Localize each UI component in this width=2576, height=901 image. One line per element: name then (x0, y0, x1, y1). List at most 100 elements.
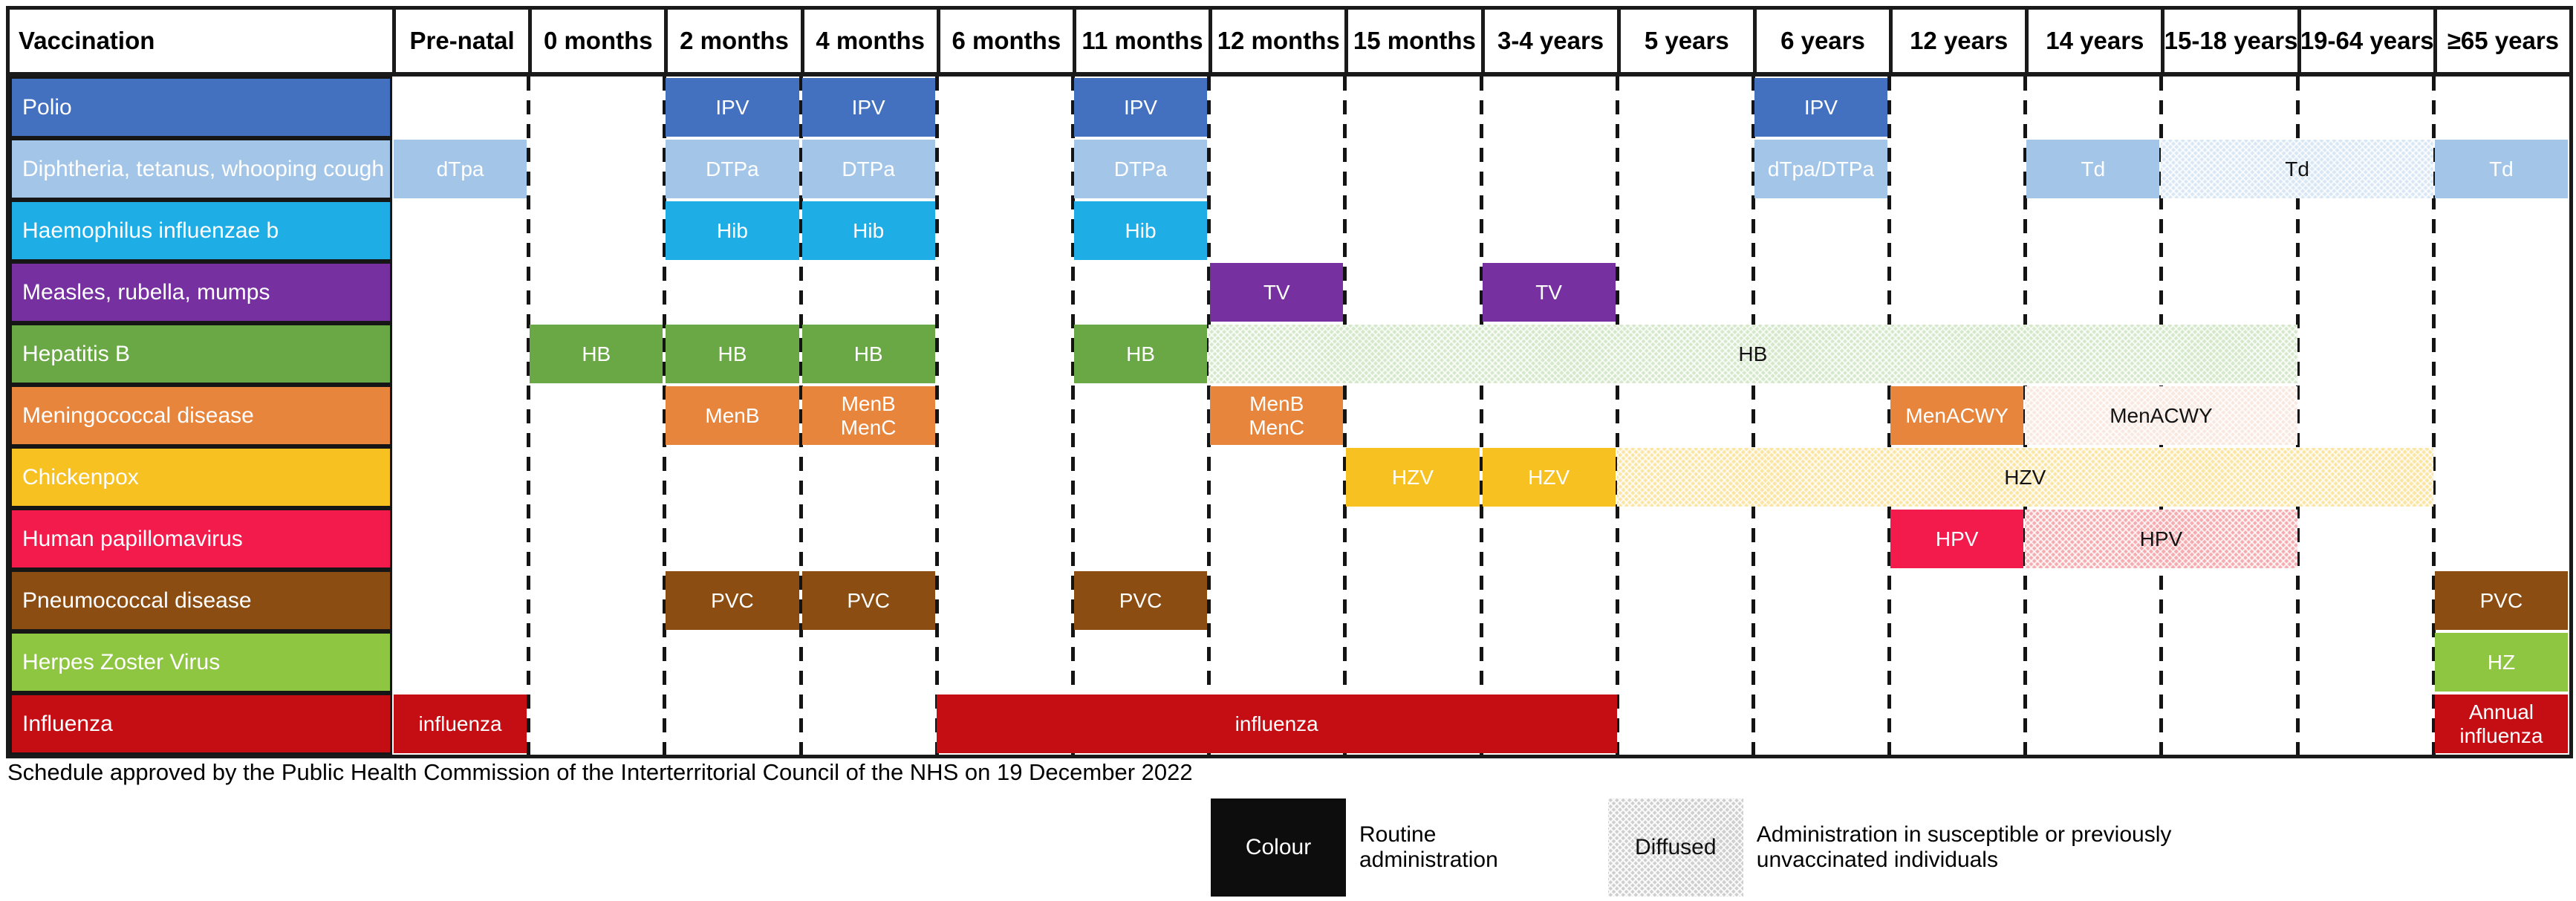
legend-routine-label: Routine administration (1359, 822, 1498, 872)
schedule-bar-dtpa-dtpa: dTpa/DTPa (1754, 140, 1888, 198)
dashed-gridline (1615, 77, 1619, 755)
schedule-bar-influenza: influenza (936, 695, 1617, 753)
schedule-bar-menacwy: MenACWY (1890, 386, 2024, 445)
column-header-11-months: 11 months (1072, 10, 1209, 72)
row-label: Polio (10, 77, 392, 138)
column-header-6-years: 6 years (1752, 10, 1889, 72)
column-header-pre-natal: Pre-natal (392, 10, 528, 72)
schedule-bar-dtpa: dTpa (394, 140, 527, 198)
dashed-gridline (1070, 77, 1075, 755)
column-header-6-months: 6 months (936, 10, 1073, 72)
schedule-row-chickenpox: Chickenpox HZV HZV HZV (10, 446, 2569, 508)
schedule-bar-pvc: PVC (1073, 571, 1208, 630)
schedule-bar-td: Td (2434, 140, 2568, 198)
schedule-bar-dtpa: DTPa (1073, 140, 1208, 198)
column-header-4-months: 4 months (800, 10, 937, 72)
dashed-gridline (663, 77, 667, 755)
column-header-0-months: 0 months (528, 10, 664, 72)
schedule-bar-influenza: influenza (394, 695, 527, 753)
schedule-bar-tv: TV (1482, 263, 1616, 322)
schedule-bar-menb-menc: MenB MenC (801, 386, 935, 445)
schedule-bar-pvc: PVC (801, 571, 935, 630)
approval-note: Schedule approved by the Public Health C… (7, 759, 1193, 785)
column-header-2-months: 2 months (664, 10, 800, 72)
row-label: Human papillomavirus (10, 508, 392, 570)
schedule-bar-hzv: HZV (1346, 448, 1480, 507)
schedule-bar-hpv: HPV (2025, 510, 2297, 568)
schedule-row-pneumococcal-disease: Pneumococcal disease PVC PVC PVC PVC (10, 570, 2569, 631)
schedule-bar-ipv: IPV (1754, 78, 1888, 137)
schedule-bar-ipv: IPV (666, 78, 799, 137)
schedule-bar-hzv: HZV (1482, 448, 1616, 507)
column-header-3-4-years: 3-4 years (1480, 10, 1617, 72)
dashed-gridline (2295, 77, 2300, 755)
column-header-15-18-years: 15-18 years (2161, 10, 2297, 72)
dashed-gridline (799, 77, 803, 755)
schedule-bar-hib: Hib (1073, 201, 1208, 260)
column-header-12-months: 12 months (1209, 10, 1344, 72)
column-header-12-years: 12 years (1889, 10, 2025, 72)
legend: Colour Routine administration Diffused A… (1211, 798, 2171, 897)
schedule-bar-hb: HB (1209, 325, 2297, 383)
schedule-bar-hzv: HZV (1616, 448, 2433, 507)
schedule-bar-menb: MenB (666, 386, 799, 445)
schedule-bar-hib: Hib (666, 201, 799, 260)
schedule-row-diphtheria-tetanus-whooping-cough: Diphtheria, tetanus, whooping cough dTpa D… (10, 138, 2569, 200)
dashed-gridline (934, 77, 939, 755)
schedule-bar-ipv: IPV (1073, 78, 1208, 137)
schedule-bar-td: Td (2026, 140, 2160, 198)
schedule-row-polio: Polio IPV IPV IPV IPV (10, 77, 2569, 138)
schedule-row-haemophilus-influenzae-b: Haemophilus influenzae b Hib Hib Hib (10, 200, 2569, 261)
schedule-bar-dtpa: DTPa (666, 140, 799, 198)
row-label: Meningococcal disease (10, 385, 392, 446)
schedule-bar-pvc: PVC (666, 571, 799, 630)
column-header-5-years: 5 years (1616, 10, 1753, 72)
schedule-bar-tv: TV (1210, 263, 1344, 322)
schedule-bar-hib: Hib (801, 201, 935, 260)
schedule-bar-ipv: IPV (801, 78, 935, 137)
schedule-bar-td: Td (2161, 140, 2433, 198)
dashed-gridline (527, 77, 531, 755)
schedule-bar-hb: HB (666, 325, 799, 383)
column-header-14-years: 14 years (2025, 10, 2161, 72)
schedule-row-influenza: Influenza influenza influenza Annual influe… (10, 693, 2569, 755)
row-label: Chickenpox (10, 446, 392, 508)
legend-spacer (1498, 798, 1608, 897)
schedule-bar-menb-menc: MenB MenC (1210, 386, 1344, 445)
dashed-gridline (1887, 77, 1892, 755)
row-label: Diphtheria, tetanus, whooping cough (10, 138, 392, 200)
legend-diffused-label: Administration in susceptible or previou… (1756, 822, 2172, 872)
row-label: Measles, rubella, mumps (10, 261, 392, 323)
schedule-bar-pvc: PVC (2434, 571, 2568, 630)
schedule-bar-hpv: HPV (1890, 510, 2024, 568)
legend-colour-swatch: Colour (1211, 798, 1346, 897)
schedule-bar-hz: HZ (2434, 633, 2568, 692)
schedule-row-measles-rubella-mumps: Measles, rubella, mumps TV TV (10, 261, 2569, 323)
schedule-row-hepatitis-b: Hepatitis B HB HB HB HB HB (10, 323, 2569, 385)
vaccination-header-cell: Vaccination (19, 27, 155, 54)
column-header-19-64-years: 19-64 years (2297, 10, 2433, 72)
row-label: Herpes Zoster Virus (10, 631, 392, 693)
schedule-row-human-papillomavirus: Human papillomavirus HPV HPV (10, 508, 2569, 570)
dashed-gridline (1479, 77, 1483, 755)
schedule-bar-hb: HB (801, 325, 935, 383)
column-header--65-years: ≥65 years (2433, 10, 2569, 72)
schedule-bar-hb: HB (530, 325, 663, 383)
schedule-bar-hb: HB (1073, 325, 1208, 383)
schedule-bar-dtpa: DTPa (801, 140, 935, 198)
schedule-row-herpes-zoster-virus: Herpes Zoster Virus HZ (10, 631, 2569, 693)
dashed-gridline (1343, 77, 1347, 755)
age-column-header-row: Vaccination Pre-natal 0 months 2 months 4 mo… (10, 10, 2569, 77)
schedule-body: Polio IPV IPV IPV IPV Diphtheria, tetanus, wh… (10, 77, 2569, 755)
row-label: Haemophilus influenzae b (10, 200, 392, 261)
schedule-row-meningococcal-disease: Meningococcal disease MenB MenB MenC MenB M… (10, 385, 2569, 446)
schedule-bar-annual-influenza: Annual influenza (2434, 695, 2568, 753)
legend-diffused-swatch: Diffused (1607, 798, 1743, 897)
schedule-bar-menacwy: MenACWY (2025, 386, 2297, 445)
row-label: Influenza (10, 693, 392, 755)
dashed-gridline (2431, 77, 2436, 755)
vaccination-schedule-table: Vaccination Pre-natal 0 months 2 months 4 mo… (6, 6, 2573, 758)
row-label: Pneumococcal disease (10, 570, 392, 631)
row-label: Hepatitis B (10, 323, 392, 385)
